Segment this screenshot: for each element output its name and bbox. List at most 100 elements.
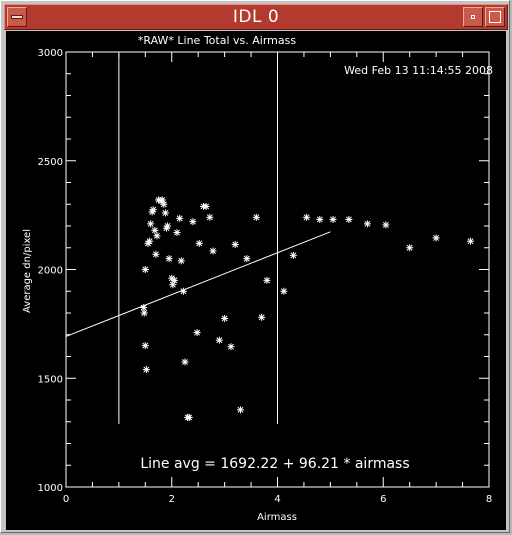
data-point	[258, 313, 266, 321]
point-stroke	[433, 235, 440, 241]
data-point	[329, 215, 337, 223]
point-stroke	[141, 310, 148, 316]
point-stroke	[382, 221, 389, 228]
y-tick-label: 1000	[38, 483, 63, 494]
data-point	[141, 342, 149, 350]
y-tick-label: 3000	[38, 48, 63, 59]
data-point	[160, 200, 168, 208]
point-stroke	[216, 337, 223, 344]
data-point	[243, 255, 251, 263]
y-tick-label: 1500	[38, 374, 63, 385]
data-point	[193, 329, 201, 337]
point-stroke	[303, 214, 310, 221]
fit-equation: Line avg = 1692.22 + 96.21 * airmass	[140, 456, 409, 472]
point-stroke	[210, 248, 216, 254]
point-stroke	[467, 238, 474, 245]
data-point	[161, 209, 169, 217]
x-tick-label: 2	[169, 494, 175, 505]
data-point	[231, 240, 239, 248]
maximize-button[interactable]	[485, 7, 505, 27]
point-stroke	[162, 209, 169, 216]
data-point	[227, 343, 235, 351]
point-stroke	[171, 277, 178, 284]
data-point	[153, 232, 161, 240]
point-stroke	[243, 255, 250, 262]
data-point	[141, 266, 149, 273]
point-stroke	[406, 244, 413, 251]
y-tick-label: 2500	[38, 157, 63, 168]
point-stroke	[258, 314, 265, 321]
data-point	[140, 309, 148, 317]
chart-title: *RAW* Line Total vs. Airmass	[138, 34, 296, 47]
data-point	[345, 215, 353, 223]
data-point	[252, 213, 260, 221]
point-stroke	[253, 214, 260, 221]
minimize-button[interactable]	[463, 7, 483, 27]
point-stroke	[237, 406, 244, 413]
point-stroke	[263, 277, 270, 284]
data-point	[202, 202, 210, 210]
point-stroke	[176, 215, 183, 222]
data-point	[165, 255, 173, 263]
data-point	[173, 229, 181, 237]
data-point	[185, 413, 193, 421]
point-stroke	[166, 255, 173, 262]
point-stroke	[203, 203, 210, 210]
point-stroke	[228, 343, 234, 350]
point-stroke	[142, 266, 149, 273]
data-point	[263, 276, 271, 284]
y-tick-label: 2000	[38, 266, 63, 277]
point-stroke	[151, 227, 158, 234]
timestamp: Wed Feb 13 11:14:55 2008	[344, 64, 493, 77]
data-point	[181, 358, 189, 366]
data-point	[432, 234, 440, 242]
data-point	[151, 226, 159, 234]
data-point	[170, 276, 178, 284]
point-stroke	[196, 240, 203, 247]
point-stroke	[159, 196, 166, 203]
data-point	[209, 247, 217, 255]
point-stroke	[147, 220, 154, 227]
y-axis-label: Average dn/pixel	[22, 229, 33, 313]
point-stroke	[180, 288, 187, 295]
point-stroke	[164, 223, 171, 229]
plot-canvas: *RAW* Line Total vs. Airmass Wed Feb 13 …	[6, 31, 506, 530]
point-stroke	[194, 329, 201, 336]
point-stroke	[174, 229, 180, 236]
point-stroke	[160, 201, 167, 208]
point-stroke	[316, 216, 323, 223]
point-stroke	[182, 358, 188, 365]
point-stroke	[206, 214, 213, 221]
data-point	[206, 213, 214, 221]
point-stroke	[364, 220, 371, 227]
x-tick-label: 0	[63, 494, 69, 505]
x-tick-label: 8	[486, 494, 492, 505]
data-point	[289, 251, 297, 259]
data-point	[149, 206, 157, 214]
maximize-icon	[489, 11, 501, 23]
data-point	[176, 214, 184, 222]
data-point	[164, 222, 172, 230]
minimize-icon	[471, 15, 475, 19]
data-point	[142, 366, 150, 374]
data-point	[406, 244, 414, 252]
data-point	[316, 215, 324, 223]
point-stroke	[345, 216, 352, 223]
point-stroke	[152, 251, 159, 258]
data-point	[363, 220, 371, 228]
x-tick-label: 6	[380, 494, 386, 505]
window-menu-icon[interactable]	[7, 7, 27, 27]
data-point	[236, 406, 244, 414]
data-point	[382, 221, 390, 229]
point-stroke	[232, 241, 239, 248]
point-stroke	[142, 342, 149, 349]
point-stroke	[146, 238, 153, 245]
data-point	[179, 287, 187, 295]
x-axis-label: Airmass	[257, 512, 297, 523]
data-point	[177, 257, 185, 265]
point-stroke	[186, 414, 193, 421]
point-stroke	[178, 257, 185, 264]
title-bar[interactable]: IDL 0	[4, 4, 508, 30]
window-title: IDL 0	[232, 7, 280, 27]
data-point	[195, 239, 203, 247]
